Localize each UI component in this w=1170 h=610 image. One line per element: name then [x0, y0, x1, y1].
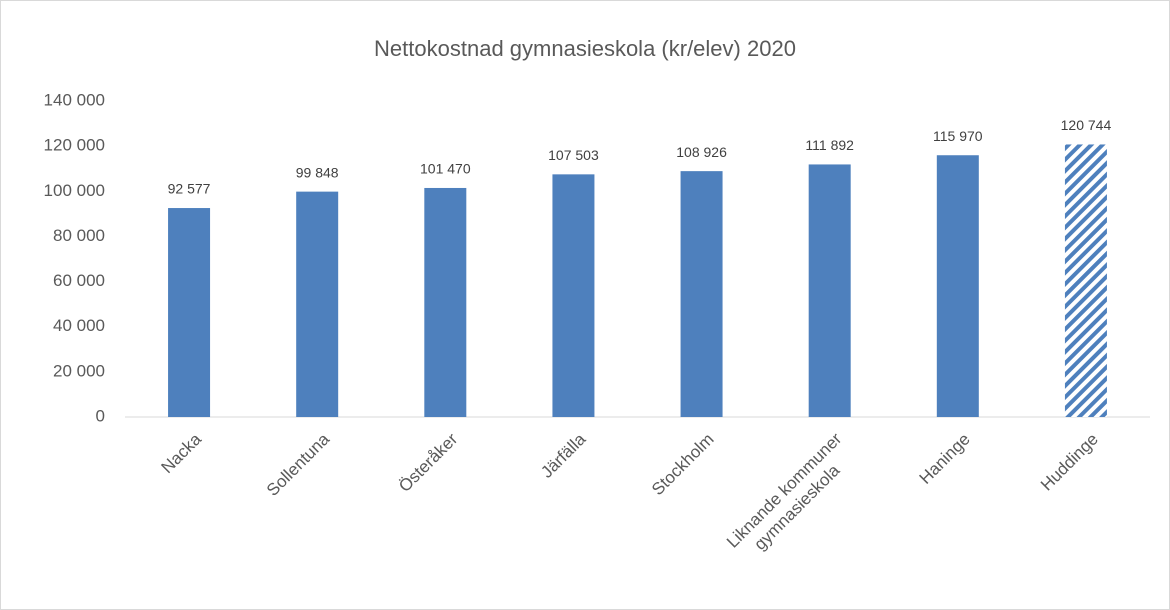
- y-tick-label: 60 000: [53, 271, 105, 290]
- y-tick-label: 100 000: [44, 181, 105, 200]
- data-label: 101 470: [420, 161, 471, 177]
- y-tick-label: 20 000: [53, 361, 105, 380]
- y-tick-label: 140 000: [44, 90, 105, 109]
- data-label: 111 892: [805, 137, 854, 153]
- data-label: 108 926: [676, 144, 727, 160]
- bar: [168, 208, 211, 417]
- y-tick-label: 120 000: [44, 136, 105, 155]
- data-label: 120 744: [1061, 117, 1112, 133]
- bar: [680, 171, 723, 417]
- y-tick-label: 80 000: [53, 226, 105, 245]
- data-label: 99 848: [296, 164, 339, 180]
- y-tick-label: 40 000: [53, 316, 105, 335]
- bar: [936, 155, 979, 417]
- bar: [296, 191, 339, 417]
- data-label: 92 577: [168, 181, 211, 197]
- y-tick-label: 0: [96, 406, 105, 425]
- bar: [424, 187, 467, 417]
- bar: [808, 164, 851, 417]
- data-label: 115 970: [933, 128, 983, 144]
- data-label: 107 503: [548, 147, 599, 163]
- bar: [1064, 144, 1107, 417]
- bar: [552, 174, 595, 417]
- chart-title: Nettokostnad gymnasieskola (kr/elev) 202…: [374, 36, 796, 61]
